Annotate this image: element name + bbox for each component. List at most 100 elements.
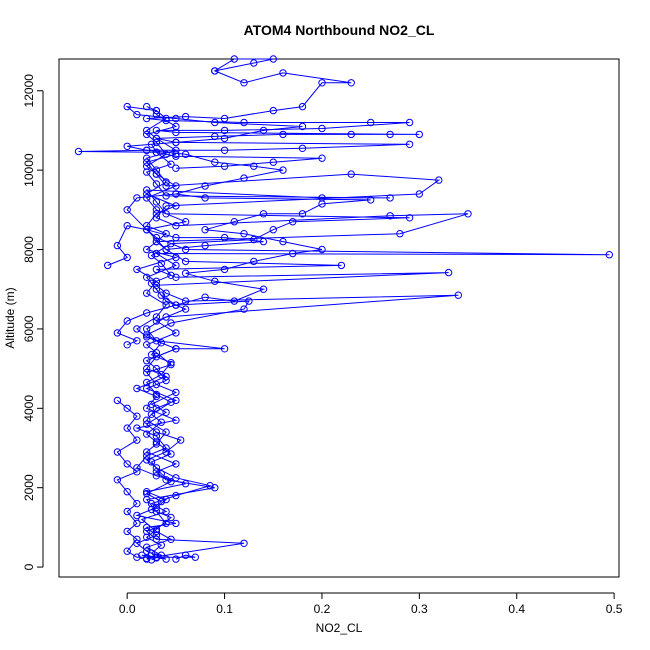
y-tick-label: 12000 (22, 74, 36, 108)
data-point (152, 554, 161, 562)
data-point (318, 154, 326, 162)
data-point (167, 513, 175, 522)
data-point (143, 331, 151, 339)
data-point (220, 265, 229, 274)
data-point (143, 341, 151, 349)
data-point (396, 230, 404, 238)
data-point (123, 142, 131, 151)
data-point (220, 345, 229, 353)
data-point (143, 130, 151, 139)
data-point (152, 180, 161, 188)
data-point (347, 130, 355, 139)
data-point (167, 360, 175, 369)
data-point (172, 114, 180, 123)
y-tick-label: 4000 (22, 395, 36, 422)
data-point (298, 122, 307, 131)
data-point (318, 79, 326, 87)
data-point (269, 106, 277, 115)
data-point (211, 67, 219, 75)
plot-frame (58, 58, 620, 578)
data-point (167, 398, 175, 406)
data-point (152, 428, 161, 436)
data-point (143, 554, 151, 562)
data-point (162, 289, 170, 297)
data-point (143, 194, 151, 202)
data-point (201, 226, 209, 234)
data-point (337, 261, 346, 270)
data-point (143, 102, 151, 111)
data-point (143, 489, 151, 498)
data-point (152, 438, 161, 446)
data-point (259, 126, 268, 135)
data-point (143, 158, 151, 166)
data-point (172, 222, 180, 230)
data-point (162, 507, 170, 516)
x-axis-label: NO2_CL (316, 621, 363, 635)
data-point (123, 488, 131, 496)
data-point (143, 154, 151, 162)
data-point (240, 539, 248, 547)
y-tick-label: 10000 (22, 153, 36, 187)
data-point (435, 176, 443, 184)
data-point (279, 166, 287, 174)
data-point (152, 313, 161, 321)
data-point (347, 170, 355, 178)
series-line (116, 193, 371, 346)
data-point (259, 210, 268, 218)
data-point (133, 436, 141, 444)
y-axis: 0 2000 4000 6000 8000 10000 12000 (22, 74, 44, 570)
data-point (464, 210, 472, 218)
data-point (133, 468, 141, 476)
data-point (220, 233, 229, 242)
data-point (444, 268, 453, 277)
data-point (143, 404, 151, 412)
data-point (172, 345, 180, 353)
data-point (172, 388, 180, 397)
x-tick-label: 0.3 (411, 602, 428, 616)
data-point (167, 160, 175, 168)
data-point (152, 265, 161, 274)
y-tick-label: 0 (22, 563, 36, 570)
data-point (230, 55, 239, 63)
data-point (162, 210, 170, 218)
data-point (405, 118, 414, 127)
data-point (157, 470, 166, 478)
data-point (250, 59, 258, 67)
data-point (181, 257, 190, 266)
data-point (152, 233, 161, 242)
data-point (152, 106, 161, 115)
data-point (220, 126, 229, 135)
x-axis: 0.0 0.1 0.2 0.3 0.4 0.5 (119, 592, 623, 616)
data-point (162, 245, 170, 254)
data-point (123, 424, 131, 432)
series-line (78, 58, 420, 169)
data-point (245, 297, 253, 305)
data-point (123, 404, 131, 412)
data-point (152, 285, 161, 293)
data-point (318, 200, 326, 208)
data-point (201, 241, 209, 250)
data-point (147, 458, 156, 466)
data-point (172, 164, 180, 172)
data-point (143, 430, 151, 438)
data-point (181, 269, 190, 277)
data-point (143, 543, 151, 551)
data-point (181, 150, 190, 159)
data-point (172, 396, 180, 405)
data-point (143, 309, 151, 317)
data-point (201, 293, 209, 301)
data-point (133, 424, 141, 432)
data-point (405, 140, 414, 149)
data-point (172, 150, 180, 159)
data-point (157, 541, 166, 549)
data-point (157, 418, 166, 426)
data-point (172, 122, 180, 131)
data-point (162, 376, 170, 385)
data-point (318, 245, 326, 254)
data-point (152, 138, 161, 147)
y-tick-label: 8000 (22, 236, 36, 263)
data-point (143, 452, 151, 460)
y-tick-label: 6000 (22, 315, 36, 342)
data-point (147, 351, 156, 359)
data-point (250, 162, 258, 170)
